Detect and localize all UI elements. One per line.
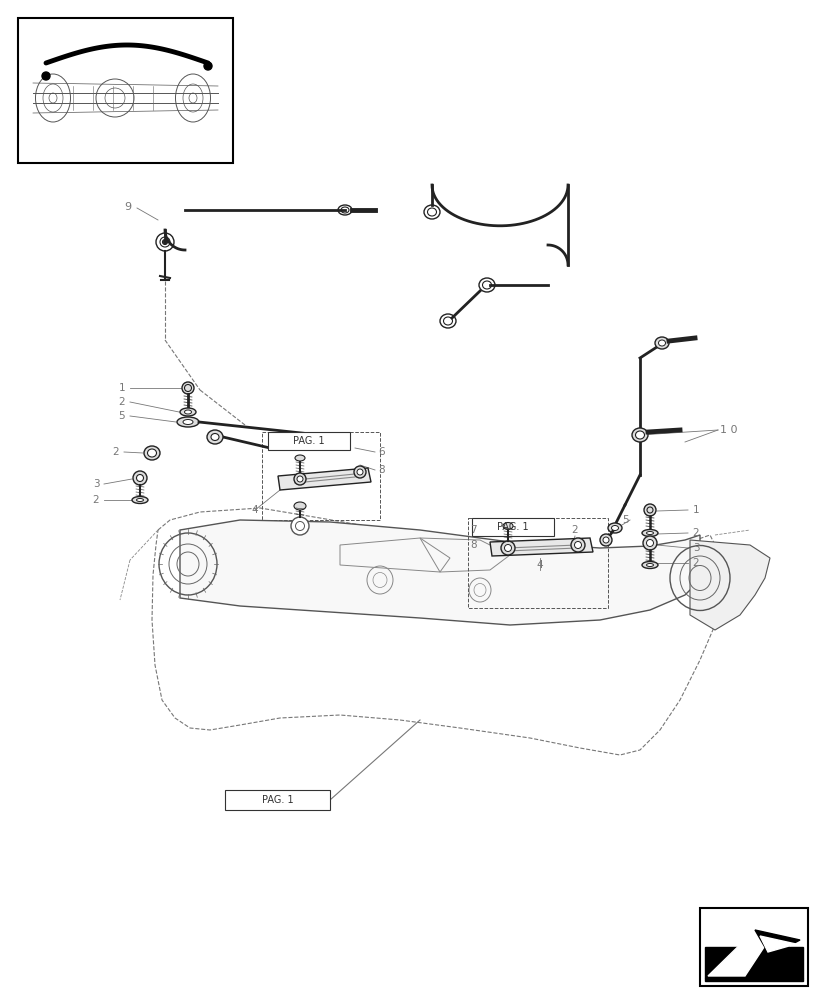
- Text: 5: 5: [621, 515, 628, 525]
- Ellipse shape: [574, 542, 581, 548]
- Ellipse shape: [144, 446, 160, 460]
- Ellipse shape: [179, 408, 196, 416]
- Text: 8: 8: [470, 540, 476, 550]
- Ellipse shape: [162, 239, 167, 244]
- Ellipse shape: [131, 496, 148, 504]
- Ellipse shape: [42, 72, 50, 80]
- Ellipse shape: [211, 434, 218, 440]
- Ellipse shape: [600, 534, 611, 546]
- Text: 9: 9: [124, 202, 131, 212]
- Polygon shape: [179, 520, 699, 625]
- Text: 4: 4: [536, 560, 543, 570]
- Ellipse shape: [183, 420, 193, 424]
- Ellipse shape: [646, 540, 653, 546]
- Polygon shape: [707, 930, 769, 976]
- Text: 2: 2: [692, 558, 699, 568]
- Ellipse shape: [641, 530, 657, 536]
- Ellipse shape: [611, 526, 618, 530]
- Text: 2: 2: [93, 495, 99, 505]
- Text: 3: 3: [93, 479, 99, 489]
- Ellipse shape: [654, 337, 668, 349]
- Bar: [261, 432, 380, 520]
- Ellipse shape: [182, 382, 194, 394]
- Polygon shape: [754, 930, 799, 956]
- Ellipse shape: [207, 430, 222, 444]
- Ellipse shape: [602, 537, 609, 543]
- Ellipse shape: [177, 417, 198, 427]
- Bar: [225, 790, 330, 810]
- Bar: [467, 518, 607, 608]
- Polygon shape: [689, 540, 769, 630]
- Ellipse shape: [356, 469, 362, 475]
- Text: PAG. 1: PAG. 1: [496, 522, 528, 532]
- Ellipse shape: [646, 564, 653, 566]
- Bar: [699, 908, 807, 986]
- Ellipse shape: [657, 340, 665, 346]
- Ellipse shape: [631, 428, 648, 442]
- Ellipse shape: [502, 522, 513, 530]
- Ellipse shape: [294, 473, 306, 485]
- Ellipse shape: [184, 410, 191, 414]
- Text: PAG. 1: PAG. 1: [293, 436, 324, 446]
- Ellipse shape: [571, 538, 585, 552]
- Ellipse shape: [290, 517, 308, 535]
- Ellipse shape: [294, 455, 304, 461]
- Polygon shape: [704, 947, 802, 978]
- Ellipse shape: [354, 466, 366, 478]
- Text: 2: 2: [571, 525, 577, 535]
- Ellipse shape: [504, 544, 511, 552]
- Ellipse shape: [136, 498, 143, 502]
- Text: 5: 5: [118, 411, 125, 421]
- Text: 2: 2: [118, 397, 125, 407]
- Text: 6: 6: [378, 447, 385, 457]
- Bar: [18, 18, 232, 163]
- Text: 8: 8: [378, 465, 385, 475]
- Text: 4: 4: [251, 505, 258, 515]
- Ellipse shape: [646, 532, 653, 534]
- Text: PAG. 1: PAG. 1: [261, 795, 293, 805]
- Polygon shape: [490, 538, 592, 556]
- Text: 7: 7: [470, 525, 476, 535]
- Ellipse shape: [203, 62, 212, 70]
- Bar: [471, 518, 553, 536]
- Polygon shape: [759, 936, 795, 952]
- Ellipse shape: [643, 504, 655, 516]
- Bar: [268, 432, 350, 450]
- Ellipse shape: [294, 502, 306, 510]
- Text: 2: 2: [112, 447, 119, 457]
- Polygon shape: [704, 978, 802, 981]
- Ellipse shape: [607, 523, 621, 533]
- Polygon shape: [278, 468, 370, 490]
- Ellipse shape: [133, 471, 147, 485]
- Text: 2: 2: [692, 528, 699, 538]
- Ellipse shape: [136, 475, 143, 482]
- Text: 1 0: 1 0: [719, 425, 737, 435]
- Text: 1: 1: [692, 505, 699, 515]
- Ellipse shape: [297, 476, 303, 482]
- Ellipse shape: [643, 536, 656, 550]
- Ellipse shape: [500, 541, 514, 555]
- Ellipse shape: [147, 449, 156, 457]
- Ellipse shape: [641, 562, 657, 568]
- Ellipse shape: [635, 431, 643, 439]
- Text: 1: 1: [118, 383, 125, 393]
- Text: 3: 3: [692, 543, 699, 553]
